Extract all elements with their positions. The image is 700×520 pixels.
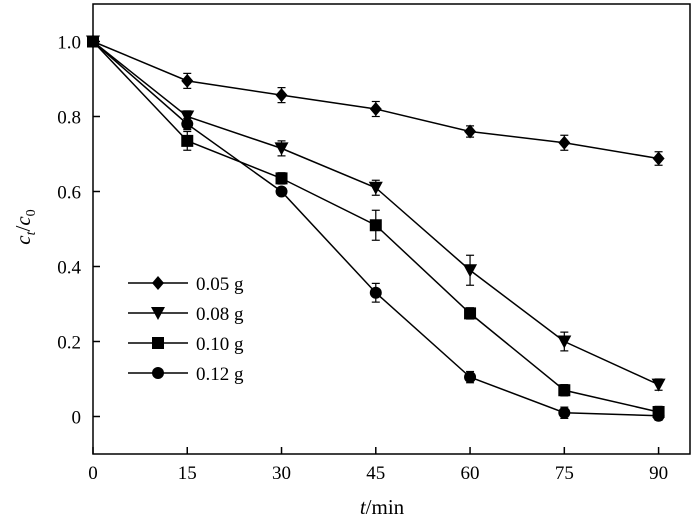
marker-diamond (181, 73, 194, 88)
legend-label: 0.05 g (196, 274, 244, 295)
marker-circle (275, 185, 288, 198)
marker-triangle-down (368, 181, 383, 195)
marker-triangle-down (463, 264, 478, 278)
marker-triangle-down (557, 335, 572, 349)
series-square (87, 35, 665, 419)
x-tick-label: 90 (649, 463, 668, 484)
y-tick-label: 1.0 (57, 33, 81, 54)
legend-label: 0.12 g (196, 364, 244, 385)
marker-triangle-down (651, 378, 666, 392)
marker-circle (652, 409, 665, 422)
marker-diamond (152, 276, 164, 290)
y-tick-label: 0 (72, 408, 82, 429)
marker-square (558, 384, 571, 397)
x-tick-label: 45 (366, 463, 385, 484)
legend-item: 0.12 g (128, 364, 244, 385)
x-tick-label: 60 (461, 463, 480, 484)
marker-diamond (275, 88, 288, 103)
y-tick-label: 0.4 (57, 258, 81, 279)
marker-circle (558, 406, 571, 419)
plot-area (92, 3, 691, 455)
y-axis-title: ct/c0 (11, 209, 39, 244)
x-axis-ticks: 0 15 30 45 60 75 90 (88, 447, 668, 484)
x-tick-label: 0 (88, 463, 98, 484)
x-tick-label: 15 (178, 463, 197, 484)
y-tick-label: 0.6 (57, 183, 81, 204)
marker-square (464, 307, 477, 320)
marker-circle (369, 286, 382, 299)
series-layer (86, 34, 666, 422)
marker-square (369, 219, 382, 232)
marker-square (181, 134, 194, 147)
marker-diamond (652, 151, 665, 166)
legend-item: 0.08 g (128, 304, 244, 325)
marker-square (152, 337, 164, 349)
marker-square (275, 172, 288, 185)
marker-circle (87, 35, 99, 48)
plot-frame (92, 3, 691, 455)
series-diamond (87, 34, 665, 166)
legend-label: 0.08 g (196, 304, 244, 325)
x-tick-label: 30 (272, 463, 291, 484)
legend: 0.05 g 0.08 g 0.10 g 0.12 g (128, 274, 244, 385)
marker-triangle-down (151, 307, 165, 320)
x-tick-label: 75 (555, 463, 574, 484)
marker-circle (152, 367, 164, 379)
marker-diamond (369, 102, 382, 116)
marker-circle (181, 118, 194, 130)
x-axis-title: t/min (360, 495, 405, 519)
marker-triangle-down (180, 110, 195, 124)
legend-item: 0.05 g (128, 274, 244, 295)
series-line (92, 40, 659, 160)
marker-triangle-down (274, 142, 289, 156)
y-axis-ticks: 0 0.2 0.4 0.6 0.8 1.0 (57, 33, 100, 429)
marker-diamond (464, 124, 477, 139)
legend-label: 0.10 g (196, 334, 244, 355)
y-tick-label: 0.2 (57, 333, 81, 354)
legend-item: 0.10 g (128, 334, 244, 355)
y-tick-label: 0.8 (57, 108, 81, 129)
marker-circle (464, 371, 477, 384)
series-circle (87, 35, 665, 422)
marker-diamond (558, 135, 571, 150)
